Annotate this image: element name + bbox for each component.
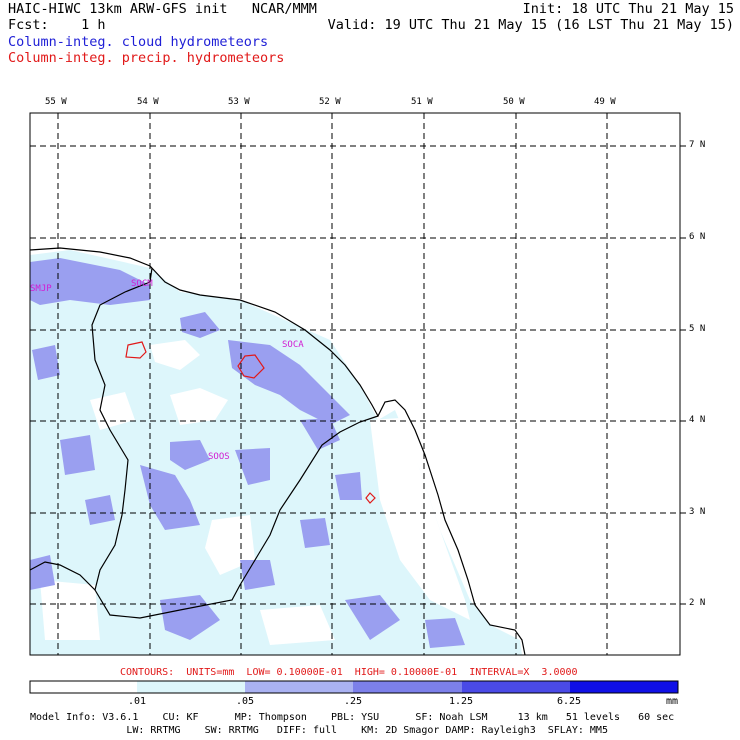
moderate-cloud-area <box>235 448 270 485</box>
coastline <box>29 247 526 656</box>
moderate-cloud-area <box>85 495 115 525</box>
colorbar-unit: mm <box>666 696 679 707</box>
clear-patch <box>170 388 228 425</box>
lat-label: 4 N <box>689 415 706 425</box>
init-time: Init: 18 UTC Thu 21 May 15 <box>522 1 734 17</box>
colorbar-tick: 1.25 <box>449 696 474 707</box>
moderate-cloud-area <box>32 345 60 380</box>
colorbar-tick: .25 <box>344 696 363 707</box>
lat-label: 2 N <box>689 598 706 608</box>
clear-patch <box>370 418 470 620</box>
moderate-cloud-area <box>140 465 200 530</box>
lat-label: 5 N <box>689 324 706 334</box>
lon-label: 49 W <box>594 97 616 107</box>
clear-patch <box>260 605 335 645</box>
lat-label: 3 N <box>689 507 706 517</box>
valid-time: Valid: 19 UTC Thu 21 May 15 (16 LST Thu … <box>327 17 734 33</box>
legend-precip-hydrometeors: Column-integ. precip. hydrometeors <box>8 50 285 66</box>
colorbar-bin <box>245 681 353 693</box>
model-info-line2: LW: RRTMG SW: RRTMG DIFF: full KM: 2D Sm… <box>30 725 608 736</box>
moderate-cloud-area <box>300 518 330 548</box>
colorbar-tick: 6.25 <box>557 696 582 707</box>
moderate-cloud-area <box>335 472 362 500</box>
model-title: HAIC-HIWC 13km ARW-GFS init NCAR/MMM <box>8 1 317 17</box>
moderate-cloud-area <box>425 618 465 648</box>
forecast-hour: Fcst: 1 h <box>8 17 106 33</box>
colorbar-bin <box>570 681 678 693</box>
station-label: SOCA <box>282 340 304 350</box>
lat-label: 7 N <box>689 140 706 150</box>
moderate-cloud-area <box>60 435 95 475</box>
lon-label: 53 W <box>228 97 250 107</box>
precip-contour <box>125 341 147 359</box>
moderate-cloud-area <box>30 555 55 590</box>
colorbar <box>29 680 679 694</box>
precip-contour <box>365 492 376 504</box>
colorbar-bin <box>462 681 570 693</box>
colorbar-tick: .05 <box>236 696 255 707</box>
moderate-cloud-area <box>300 418 340 450</box>
colorbar-bin <box>30 681 137 693</box>
precip-contours <box>125 341 376 504</box>
lon-label: 54 W <box>137 97 159 107</box>
colorbar-bin <box>353 681 462 693</box>
map-frame <box>29 112 681 656</box>
moderate-cloud-area <box>345 595 400 640</box>
station-label: SOCM <box>131 279 153 289</box>
contours-info: CONTOURS: UNITS=mm LOW= 0.10000E-01 HIGH… <box>120 667 578 678</box>
frame-ticks <box>680 145 686 605</box>
station-label: SMJP <box>30 284 52 294</box>
lon-label: 51 W <box>411 97 433 107</box>
moderate-cloud-area <box>30 258 150 305</box>
station-label: SOOS <box>208 452 230 462</box>
border-french-guiana-brazil <box>94 415 379 619</box>
lat-label: 6 N <box>689 232 706 242</box>
moderate-cloud-area <box>160 595 220 640</box>
colorbar-tick: .01 <box>128 696 147 707</box>
moderate-cloud-area <box>180 312 220 338</box>
coastlines-and-borders <box>29 247 526 656</box>
model-info-line1: Model Info: V3.6.1 CU: KF MP: Thompson P… <box>30 712 675 723</box>
border-suriname-french-guiana <box>29 267 153 592</box>
lon-label: 52 W <box>319 97 341 107</box>
map-panel <box>29 112 686 656</box>
clear-patch <box>40 580 100 640</box>
lon-label: 55 W <box>45 97 67 107</box>
colorbar-bin <box>137 681 245 693</box>
moderate-cloud-area <box>240 560 275 590</box>
precip-contour <box>237 354 265 379</box>
clear-patch <box>150 340 200 370</box>
moderate-cloud-area <box>228 340 350 425</box>
moderate-cloud-area <box>170 440 210 470</box>
lon-label: 50 W <box>503 97 525 107</box>
cloud-hydrometeor-shading <box>30 250 522 655</box>
legend-cloud-hydrometeors: Column-integ. cloud hydrometeors <box>8 34 269 50</box>
